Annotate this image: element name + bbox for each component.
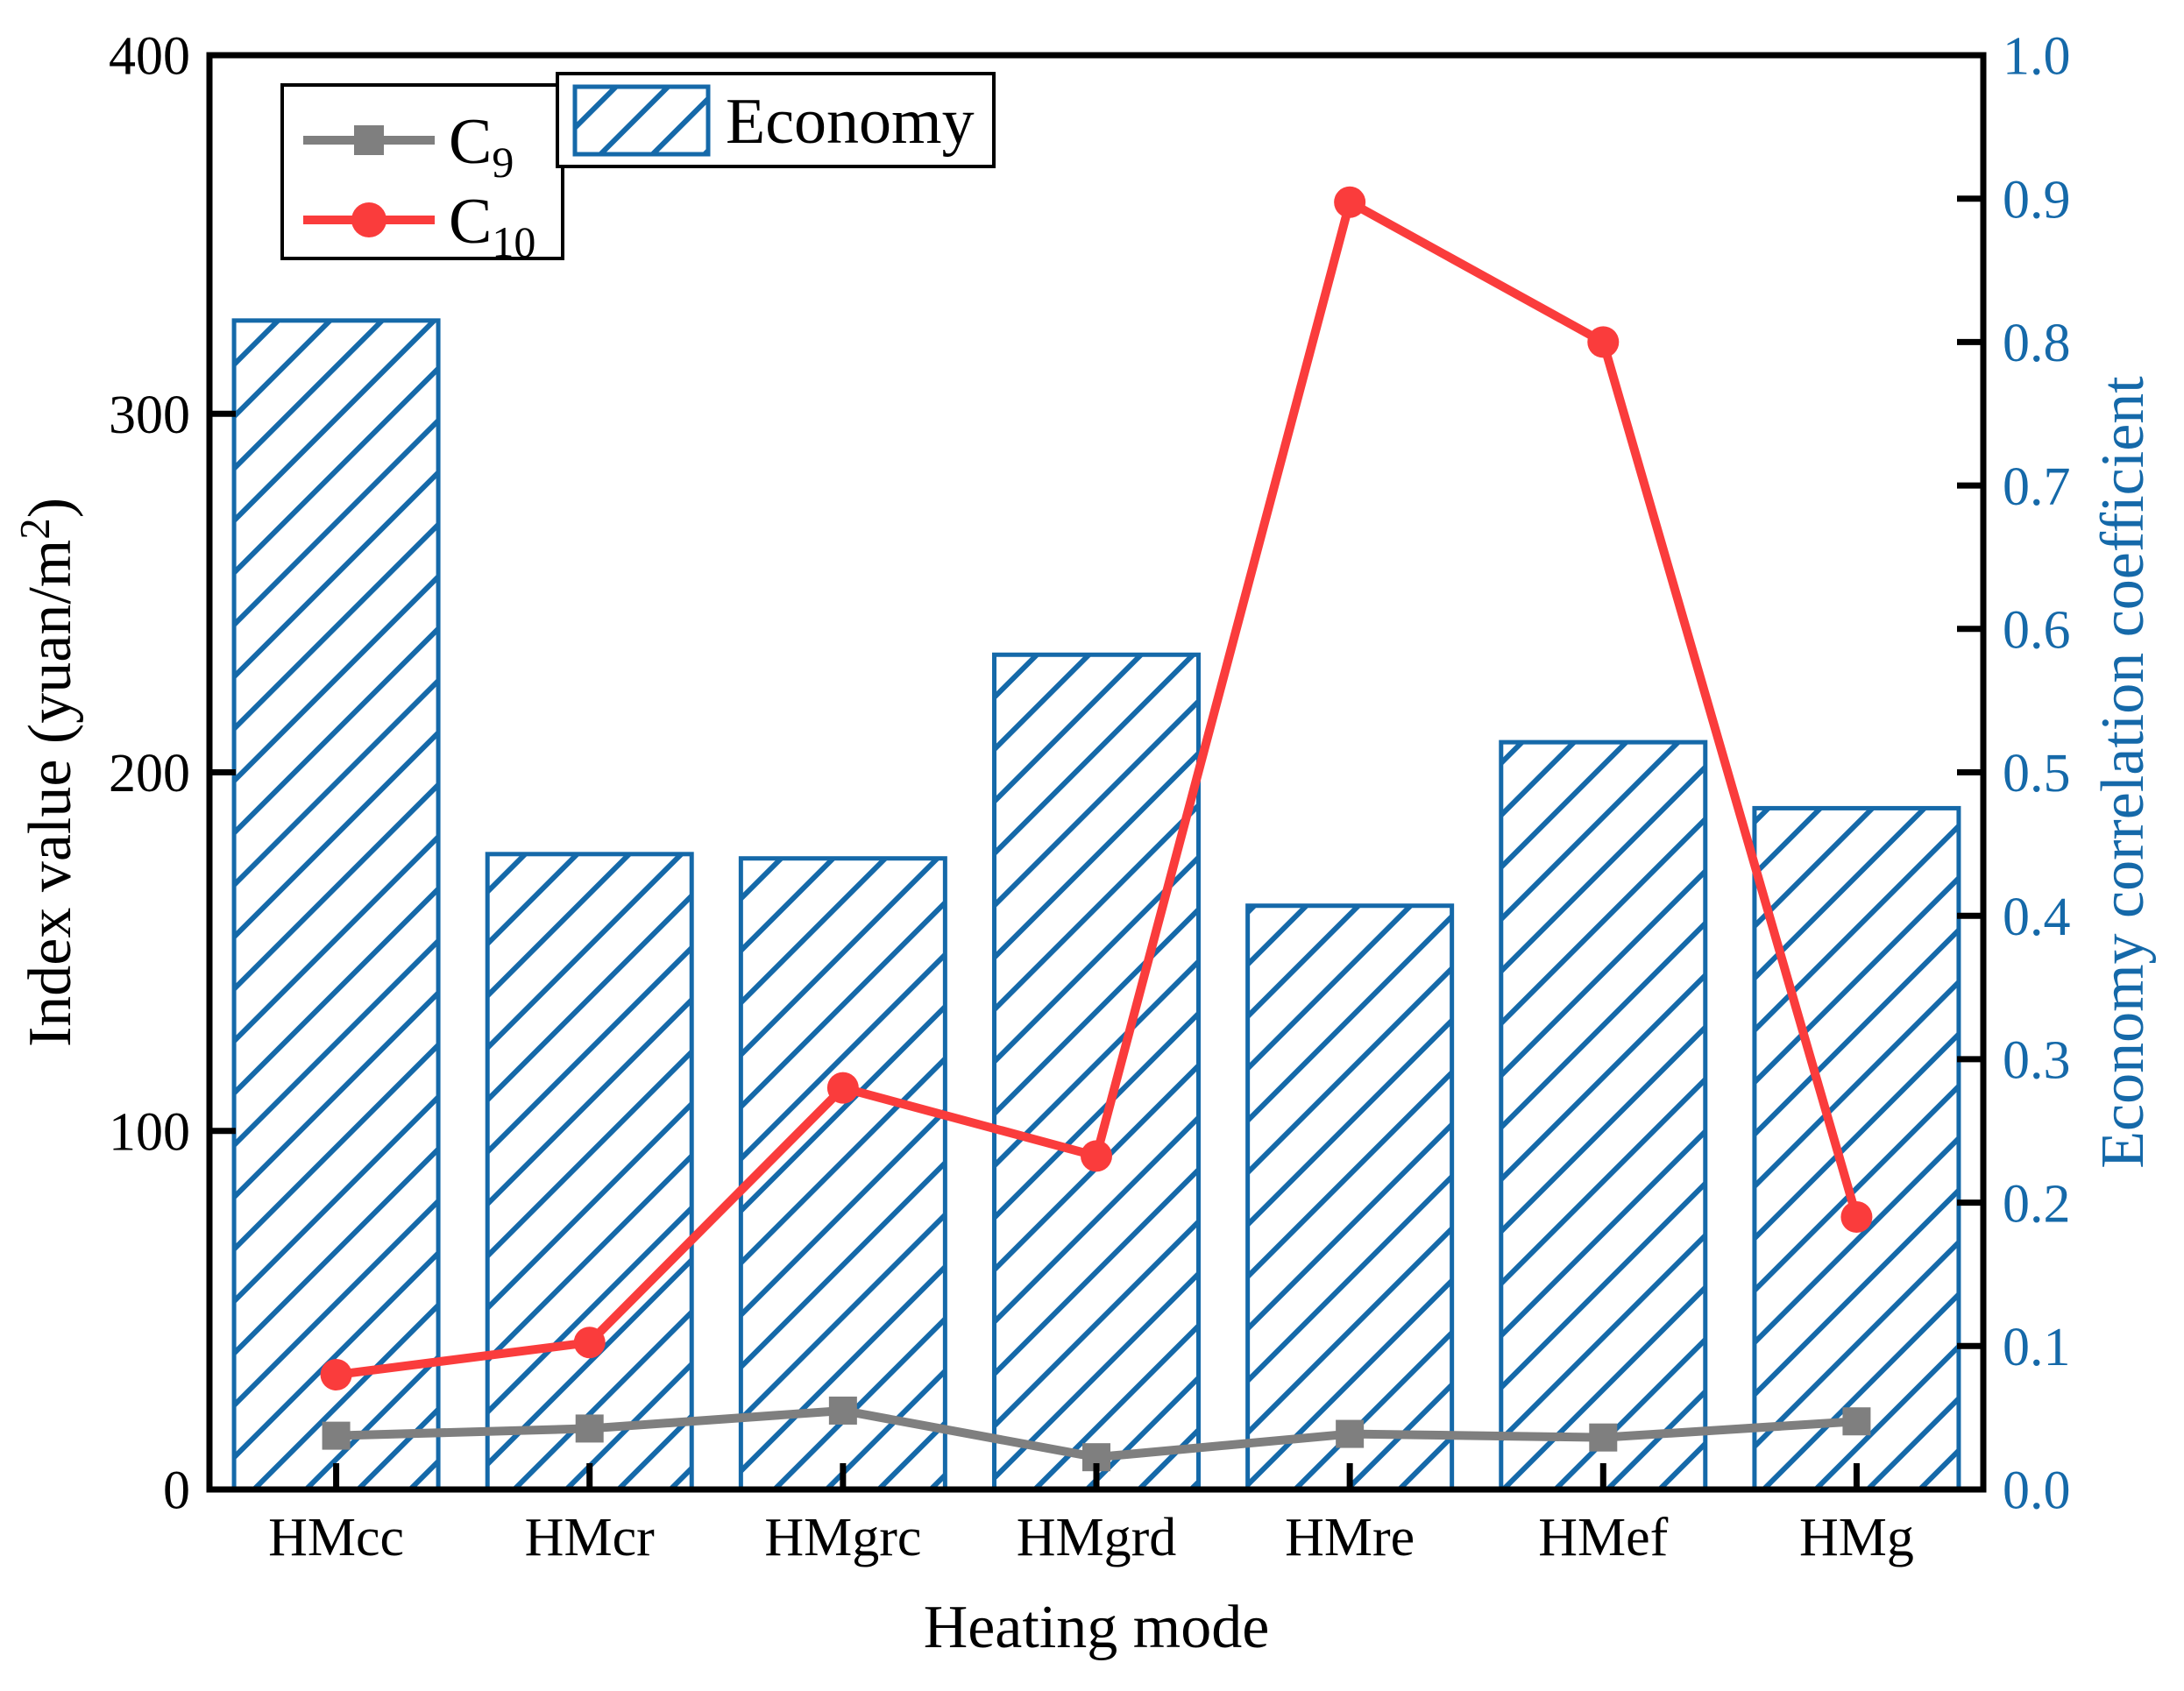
right-tick-label: 0.8 <box>2003 314 2071 373</box>
legend-c10-label: C10 <box>449 186 535 266</box>
legend-bar: Economy <box>556 72 996 168</box>
economy-bars <box>231 318 1961 1492</box>
c10-line-series <box>320 186 1873 1391</box>
right-tick-label: 0.0 <box>2003 1461 2071 1521</box>
c9-marker-HMef <box>1589 1423 1618 1452</box>
x-tick-label-HMre: HMre <box>1285 1508 1415 1567</box>
c10-marker-HMcc <box>320 1359 352 1391</box>
left-tick-label: 0 <box>163 1461 190 1521</box>
left-tick-label: 300 <box>109 386 190 445</box>
x-tick-label-HMg: HMg <box>1799 1508 1914 1567</box>
left-tick-label: 100 <box>109 1102 190 1162</box>
c10-marker-HMcr <box>573 1327 606 1359</box>
c9-marker-HMre <box>1336 1419 1365 1448</box>
right-tick-label: 0.1 <box>2003 1318 2071 1377</box>
legend-economy-label: Economy <box>726 86 975 158</box>
c9-marker-HMcc <box>322 1421 351 1450</box>
x-tick-label-HMcc: HMcc <box>268 1508 404 1567</box>
economy-bar-HMre <box>1245 903 1455 1492</box>
economy-bar-HMcc <box>231 318 441 1492</box>
c9-marker-HMg <box>1842 1407 1871 1436</box>
c9-marker-HMgrc <box>828 1396 857 1425</box>
x-axis-title: Heating mode <box>924 1594 1270 1661</box>
left-tick-label: 400 <box>109 27 190 87</box>
economy-bar-HMgrc <box>738 856 947 1492</box>
right-tick-label: 0.4 <box>2003 888 2071 947</box>
right-tick-label: 0.7 <box>2003 457 2071 517</box>
c10-marker-HMg <box>1840 1200 1873 1233</box>
legend-c10-marker <box>351 202 386 237</box>
economy-bar-HMcr <box>485 852 694 1492</box>
right-axis-title: Economy correlation coefficient <box>2089 376 2157 1169</box>
x-tick-label-HMgrc: HMgrc <box>764 1508 921 1567</box>
right-tick-label: 0.9 <box>2003 170 2071 230</box>
right-tick-label: 1.0 <box>2003 27 2071 87</box>
legend-c9-marker <box>354 125 384 155</box>
left-tick-label: 200 <box>109 744 190 803</box>
c10-marker-HMef <box>1587 326 1620 358</box>
right-tick-label: 0.6 <box>2003 601 2071 661</box>
c10-marker-HMgrd <box>1081 1140 1112 1172</box>
left-axis: 0 100 200 300 400 <box>109 27 236 1521</box>
c9-marker-HMcr <box>575 1414 604 1443</box>
x-axis: HMcc HMcr HMgrc HMgrd HMre HMef HMg <box>268 1463 1914 1567</box>
right-tick-label: 0.2 <box>2003 1174 2071 1234</box>
economy-bar-HMg <box>1752 805 1961 1492</box>
legend-economy-swatch <box>572 84 711 157</box>
c10-marker-HMre <box>1334 186 1366 218</box>
x-tick-label-HMgrd: HMgrd <box>1017 1508 1177 1567</box>
right-axis: 0.0 0.1 0.2 0.3 0.4 0.5 0.6 0.7 0.8 0.9 1.0 <box>1957 27 2071 1521</box>
left-axis-title: Index value (yuan/m2) <box>11 498 84 1047</box>
c9-line-series <box>322 1396 1871 1472</box>
c10-marker-HMgrc <box>826 1072 859 1104</box>
legend-lines-box <box>280 83 564 260</box>
x-tick-label-HMef: HMef <box>1538 1508 1668 1567</box>
economy-bar-HMgrd <box>992 652 1201 1492</box>
right-tick-label: 0.5 <box>2003 744 2071 803</box>
right-tick-label: 0.3 <box>2003 1031 2071 1091</box>
x-tick-label-HMcr: HMcr <box>525 1508 655 1567</box>
economy-bar-HMef <box>1499 739 1708 1492</box>
